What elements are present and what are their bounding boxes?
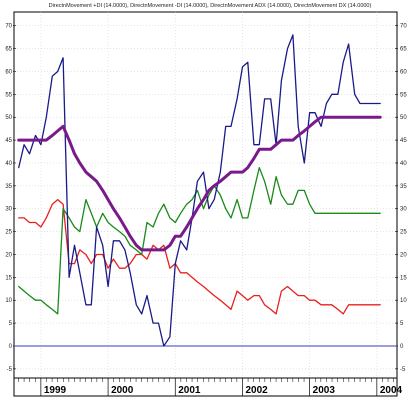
y-tick-label-right: 65 (400, 47, 407, 53)
series-lines (14, 34, 397, 347)
y-tick-label-right: 40 (400, 161, 407, 167)
y-tick-label-right: -5 (400, 367, 406, 373)
y-tick-label-right: 50 (400, 115, 407, 121)
grid-lines (14, 12, 397, 378)
x-tick-label: 2001 (178, 385, 201, 396)
x-tick-label: 2004 (380, 385, 403, 396)
y-tick-label-right: 60 (400, 69, 407, 75)
y-tick-label-left: 60 (5, 69, 12, 75)
y-axis-right: -5 0 5 10 15 20 25 30 35 40 45 50 55 60 65 70 (395, 24, 407, 373)
y-tick-label-right: 30 (400, 207, 407, 213)
y-tick-label-right: 25 (400, 230, 407, 236)
y-tick-label-right: 55 (400, 92, 407, 98)
y-tick-label-left: 35 (5, 184, 12, 190)
series-line-blue (18, 34, 381, 347)
y-tick-label-left: 5 (9, 321, 13, 327)
y-tick-label-left: 40 (5, 161, 12, 167)
y-tick-label-left: 15 (5, 275, 12, 281)
chart-title: DirectnMovement +DI (14.0000), DirectnMo… (49, 3, 372, 9)
y-tick-label-right: 0 (400, 344, 404, 350)
y-tick-label-right: 45 (400, 138, 407, 144)
y-tick-label-right: 5 (400, 321, 404, 327)
x-tick-label: 2003 (313, 385, 336, 396)
x-tick-label: 2002 (245, 385, 268, 396)
x-tick-label: 1999 (44, 385, 67, 396)
y-tick-label-right: 70 (400, 24, 407, 30)
series-line-red (18, 198, 381, 315)
y-tick-label-left: 70 (5, 24, 12, 30)
series-line-purple (17, 115, 382, 252)
y-tick-label-left: 10 (5, 298, 12, 304)
y-tick-label-left: 30 (5, 207, 12, 213)
y-tick-label-left: 25 (5, 230, 12, 236)
y-tick-label-right: 35 (400, 184, 407, 190)
y-tick-label-left: 50 (5, 115, 12, 121)
y-tick-label-left: 65 (5, 47, 12, 53)
y-tick-label-left: 45 (5, 138, 12, 144)
y-tick-label-right: 20 (400, 252, 407, 258)
y-tick-label-left: 55 (5, 92, 12, 98)
y-tick-label-right: 10 (400, 298, 407, 304)
x-axis-band (13, 377, 398, 397)
y-tick-label-right: 15 (400, 275, 407, 281)
x-tick-label: 2000 (111, 385, 134, 396)
y-tick-label-left: 20 (5, 252, 12, 258)
x-axis: 1999 2000 2001 2002 2003 2004 (18, 378, 403, 396)
series-line-green (18, 166, 381, 315)
y-tick-label-left: 0 (9, 344, 13, 350)
y-tick-label-left: -5 (7, 367, 13, 373)
y-axis-left: -5 0 5 10 15 20 25 30 35 40 45 50 55 60 65 70 (5, 24, 16, 373)
